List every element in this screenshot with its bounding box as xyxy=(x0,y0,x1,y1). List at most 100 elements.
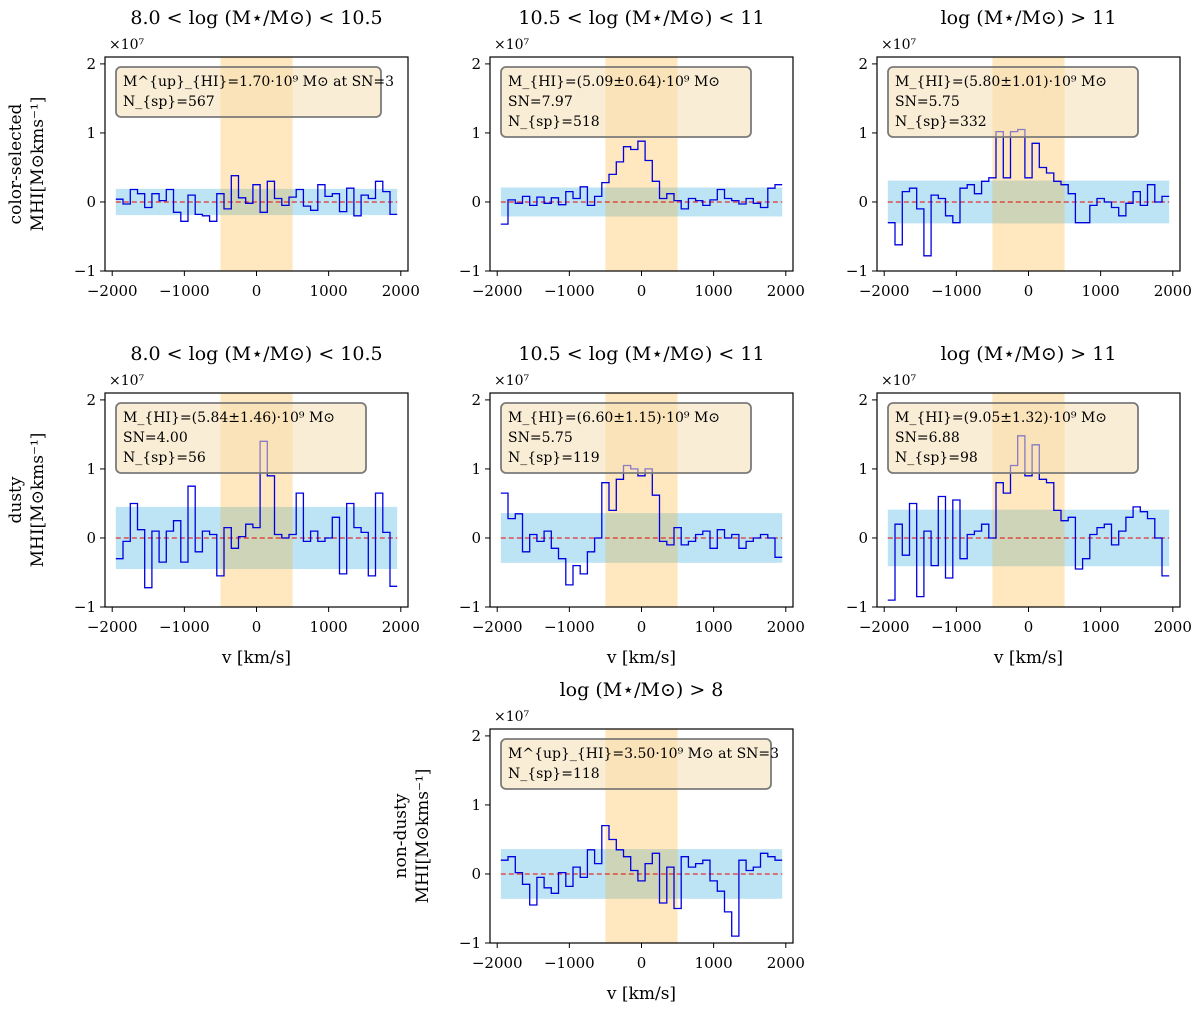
x-tick-label: 2000 xyxy=(767,618,805,636)
y-tick-label: 1 xyxy=(858,460,868,478)
panel-title: 8.0 < log (M⋆/M⊙) < 10.5 xyxy=(130,343,382,365)
x-tick-label: 0 xyxy=(637,954,647,972)
y-tick-label: 0 xyxy=(858,529,868,547)
annotation-frame xyxy=(500,738,772,790)
panel-title: log (M⋆/M⊙) > 11 xyxy=(941,343,1117,365)
x-tick-label: −1000 xyxy=(931,618,982,636)
x-tick-label: 1000 xyxy=(1082,618,1120,636)
row-label: MHI[M⊙kms⁻¹] xyxy=(413,769,433,904)
x-tick-label: 0 xyxy=(637,618,647,636)
panel-1: M^{up}_{HI}=1.70·10⁹ M⊙ at SN=3 N_{sp}=56… xyxy=(6,7,420,300)
x-tick-label: −1000 xyxy=(159,282,210,300)
annotation-box: M_{HI}=(5.09±0.64)·10⁹ M⊙ SN=7.97 N_{sp}=5… xyxy=(500,66,752,138)
annotation-frame xyxy=(500,66,752,138)
x-axis-label: v [km/s] xyxy=(221,648,291,668)
x-tick-label: 1000 xyxy=(310,618,348,636)
row-label: color-selected xyxy=(6,103,26,224)
panel-3: M_{HI}=(5.80±1.01)·10⁹ M⊙ SN=5.75 N_{sp}=3… xyxy=(846,7,1192,300)
annotation-frame xyxy=(115,66,382,118)
annotation-line: SN=6.88 xyxy=(895,430,960,446)
annotation-box: M^{up}_{HI}=1.70·10⁹ M⊙ at SN=3 N_{sp}=56… xyxy=(115,66,394,118)
y-tick-label: 1 xyxy=(86,460,96,478)
y-tick-label: 2 xyxy=(858,55,868,73)
x-tick-label: 0 xyxy=(1024,618,1034,636)
x-axis-label: v [km/s] xyxy=(606,984,676,1004)
y-multiplier: ×10⁷ xyxy=(494,373,530,389)
y-tick-label: −1 xyxy=(459,934,481,952)
x-tick-label: 2000 xyxy=(382,282,420,300)
x-tick-label: 2000 xyxy=(382,618,420,636)
panel-5: M_{HI}=(6.60±1.15)·10⁹ M⊙ SN=5.75 N_{sp}=1… xyxy=(459,343,805,668)
annotation-line: SN=4.00 xyxy=(123,430,188,446)
spectrum-step-line xyxy=(500,464,783,586)
panel-title: log (M⋆/M⊙) > 8 xyxy=(560,679,724,701)
panel-2: M_{HI}=(5.09±0.64)·10⁹ M⊙ SN=7.97 N_{sp}=5… xyxy=(459,7,805,300)
row-label: MHI[M⊙kms⁻¹] xyxy=(28,433,48,568)
x-tick-label: 1000 xyxy=(695,618,733,636)
annotation-line: M_{HI}=(9.05±1.32)·10⁹ M⊙ xyxy=(895,410,1107,426)
x-tick-label: −2000 xyxy=(472,618,523,636)
annotation-box: M_{HI}=(5.84±1.46)·10⁹ M⊙ SN=4.00 N_{sp}=5… xyxy=(115,402,367,474)
annotation-frame xyxy=(500,402,752,474)
x-tick-label: −1000 xyxy=(544,282,595,300)
y-tick-label: −1 xyxy=(846,262,868,280)
row-label: MHI[M⊙kms⁻¹] xyxy=(28,97,48,232)
y-tick-label: 1 xyxy=(471,460,481,478)
annotation-line: M_{HI}=(5.09±0.64)·10⁹ M⊙ xyxy=(508,74,720,90)
x-tick-label: 1000 xyxy=(310,282,348,300)
annotation-line: SN=5.75 xyxy=(508,430,573,446)
x-axis-label: v [km/s] xyxy=(606,648,676,668)
x-tick-label: 0 xyxy=(252,282,262,300)
row-label: dusty xyxy=(6,476,26,523)
annotation-line: N_{sp}=119 xyxy=(508,450,600,466)
y-tick-label: 2 xyxy=(858,391,868,409)
y-tick-label: −1 xyxy=(846,598,868,616)
panel-title: log (M⋆/M⊙) > 11 xyxy=(941,7,1117,29)
annotation-box: M_{HI}=(9.05±1.32)·10⁹ M⊙ SN=6.88 N_{sp}=9… xyxy=(887,402,1139,474)
panel-6: M_{HI}=(9.05±1.32)·10⁹ M⊙ SN=6.88 N_{sp}=9… xyxy=(846,343,1192,668)
x-tick-label: 2000 xyxy=(767,282,805,300)
y-tick-label: −1 xyxy=(459,598,481,616)
y-tick-label: 0 xyxy=(471,193,481,211)
spectrum-step-line xyxy=(500,824,783,937)
x-tick-label: −1000 xyxy=(544,618,595,636)
y-multiplier: ×10⁷ xyxy=(109,373,145,389)
annotation-line: SN=5.75 xyxy=(895,94,960,110)
annotation-box: M_{HI}=(5.80±1.01)·10⁹ M⊙ SN=5.75 N_{sp}=3… xyxy=(887,66,1139,138)
y-tick-label: −1 xyxy=(74,598,96,616)
y-multiplier: ×10⁷ xyxy=(109,37,145,53)
y-tick-label: 0 xyxy=(471,865,481,883)
x-tick-label: −1000 xyxy=(159,618,210,636)
x-tick-label: −2000 xyxy=(472,282,523,300)
y-tick-label: 1 xyxy=(858,124,868,142)
x-tick-label: −1000 xyxy=(931,282,982,300)
annotation-line: M_{HI}=(5.84±1.46)·10⁹ M⊙ xyxy=(123,410,335,426)
y-tick-label: −1 xyxy=(459,262,481,280)
annotation-frame xyxy=(887,66,1139,138)
panel-title: 8.0 < log (M⋆/M⊙) < 10.5 xyxy=(130,7,382,29)
annotation-line: N_{sp}=567 xyxy=(123,94,215,110)
annotation-line: M_{HI}=(5.80±1.01)·10⁹ M⊙ xyxy=(895,74,1107,90)
y-tick-label: 0 xyxy=(471,529,481,547)
y-tick-label: 2 xyxy=(471,391,481,409)
y-tick-label: 1 xyxy=(86,124,96,142)
annotation-line: N_{sp}=56 xyxy=(123,450,206,466)
panel-7: M^{up}_{HI}=3.50·10⁹ M⊙ at SN=3 N_{sp}=11… xyxy=(391,679,805,1004)
annotation-line: N_{sp}=98 xyxy=(895,450,978,466)
spectrum-step-line xyxy=(115,440,398,589)
x-tick-label: −2000 xyxy=(472,954,523,972)
annotation-line: N_{sp}=518 xyxy=(508,114,600,130)
x-tick-label: 2000 xyxy=(1154,282,1192,300)
y-multiplier: ×10⁷ xyxy=(881,373,917,389)
panel-title: 10.5 < log (M⋆/M⊙) < 11 xyxy=(518,7,764,29)
x-tick-label: 1000 xyxy=(1082,282,1120,300)
y-tick-label: 2 xyxy=(86,55,96,73)
y-tick-label: 0 xyxy=(858,193,868,211)
annotation-frame xyxy=(887,402,1139,474)
annotation-line: M_{HI}=(6.60±1.15)·10⁹ M⊙ xyxy=(508,410,720,426)
x-tick-label: 0 xyxy=(1024,282,1034,300)
y-tick-label: 0 xyxy=(86,529,96,547)
y-tick-label: 1 xyxy=(471,796,481,814)
spectrum-step-line xyxy=(500,140,783,225)
